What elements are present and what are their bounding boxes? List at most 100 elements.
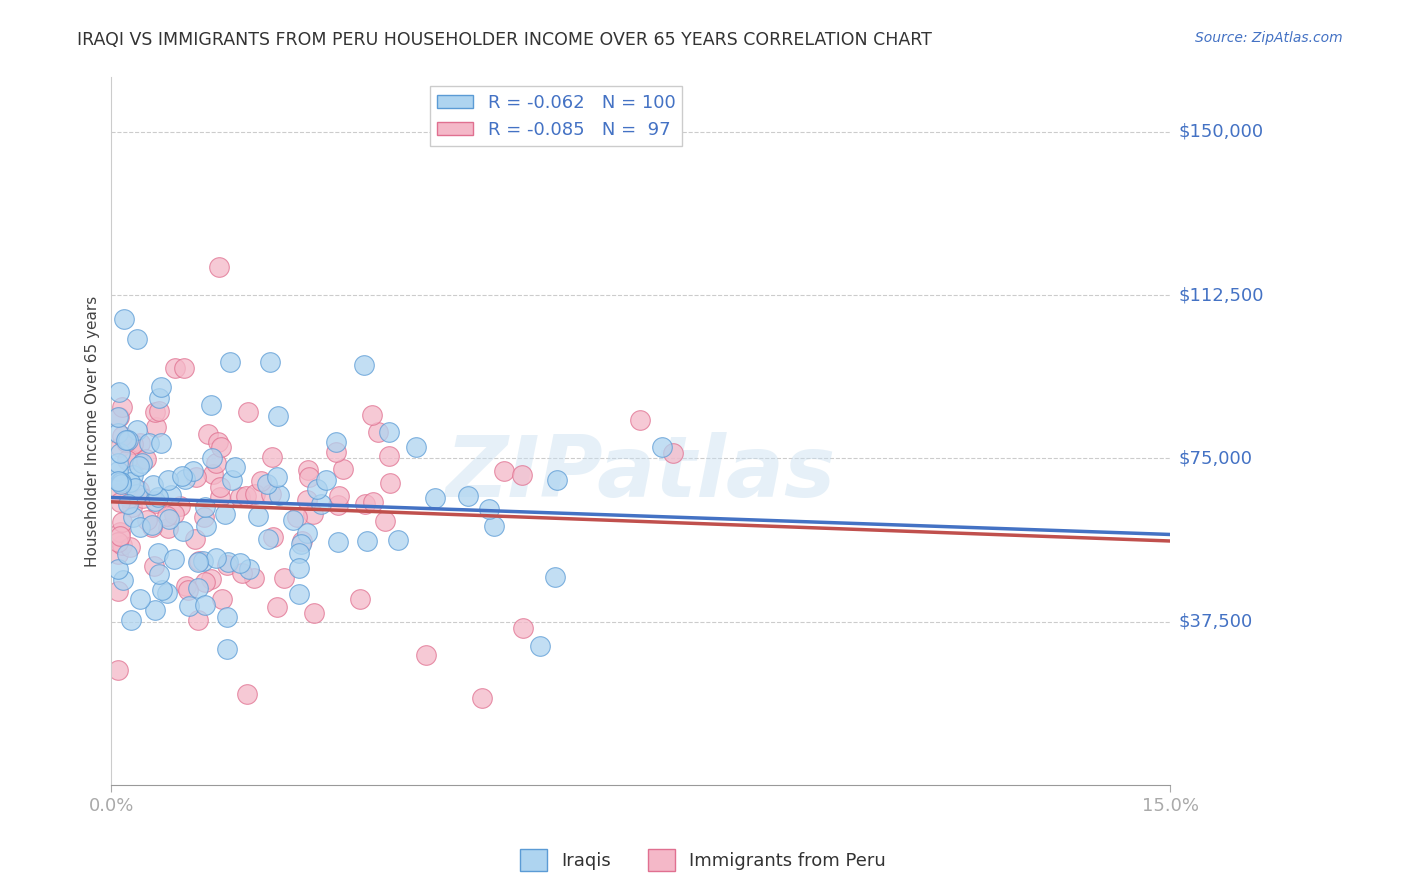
Point	[108, 475, 131, 489]
Point	[492, 464, 515, 478]
Point	[378, 475, 401, 490]
Point	[262, 450, 284, 464]
Point	[250, 474, 273, 488]
Point	[124, 481, 146, 495]
Point	[121, 500, 143, 515]
Point	[415, 648, 437, 663]
Point	[478, 502, 501, 516]
Point	[209, 490, 232, 504]
Point	[288, 587, 311, 601]
Point	[194, 519, 217, 533]
Point	[141, 520, 163, 534]
Point	[205, 550, 228, 565]
Point	[298, 469, 321, 483]
Point	[142, 559, 165, 574]
Point	[114, 312, 136, 326]
Point	[108, 529, 131, 543]
Point	[217, 641, 239, 656]
Point	[187, 555, 209, 569]
Point	[127, 453, 149, 467]
Point	[194, 500, 217, 515]
Point	[482, 518, 505, 533]
Point	[238, 562, 260, 576]
Point	[377, 425, 399, 439]
Point	[150, 380, 173, 394]
Point	[138, 435, 160, 450]
Point	[156, 521, 179, 535]
Point	[117, 452, 139, 467]
Point	[143, 494, 166, 508]
Point	[546, 473, 568, 487]
Text: ZIPatlas: ZIPatlas	[446, 432, 837, 515]
Point	[387, 533, 409, 548]
Point	[236, 687, 259, 701]
Point	[257, 532, 280, 546]
Point	[110, 440, 132, 454]
Point	[135, 452, 157, 467]
Point	[145, 495, 167, 509]
Point	[156, 473, 179, 487]
Point	[107, 409, 129, 424]
Point	[328, 489, 350, 503]
Point	[211, 591, 233, 606]
Point	[197, 426, 219, 441]
Point	[111, 537, 134, 551]
Point	[110, 524, 132, 539]
Point	[217, 609, 239, 624]
Point	[354, 497, 377, 511]
Point	[193, 510, 215, 524]
Point	[297, 463, 319, 477]
Point	[128, 592, 150, 607]
Point	[156, 585, 179, 599]
Point	[231, 566, 253, 581]
Point	[194, 599, 217, 613]
Point	[311, 497, 333, 511]
Point	[108, 445, 131, 459]
Point	[150, 436, 173, 450]
Text: $150,000: $150,000	[1178, 123, 1264, 141]
Point	[288, 545, 311, 559]
Point	[128, 519, 150, 533]
Point	[378, 449, 401, 463]
Point	[177, 599, 200, 614]
Point	[273, 571, 295, 585]
Point	[107, 534, 129, 549]
Point	[112, 573, 135, 587]
Point	[107, 456, 129, 470]
Point	[287, 561, 309, 575]
Point	[169, 499, 191, 513]
Point	[262, 530, 284, 544]
Point	[127, 423, 149, 437]
Point	[267, 488, 290, 502]
Point	[187, 613, 209, 627]
Point	[148, 391, 170, 405]
Point	[136, 513, 159, 527]
Point	[115, 433, 138, 447]
Point	[367, 425, 389, 439]
Point	[111, 400, 134, 414]
Point	[174, 472, 197, 486]
Point	[224, 459, 246, 474]
Point	[128, 459, 150, 474]
Text: $112,500: $112,500	[1178, 286, 1264, 304]
Point	[302, 606, 325, 620]
Point	[107, 663, 129, 677]
Point	[122, 510, 145, 524]
Point	[457, 489, 479, 503]
Point	[156, 508, 179, 523]
Point	[662, 445, 685, 459]
Point	[651, 440, 673, 454]
Point	[325, 435, 347, 450]
Point	[118, 491, 141, 506]
Point	[221, 473, 243, 487]
Point	[120, 475, 142, 489]
Point	[191, 554, 214, 568]
Text: Source: ZipAtlas.com: Source: ZipAtlas.com	[1195, 31, 1343, 45]
Y-axis label: Householder Income Over 65 years: Householder Income Over 65 years	[86, 295, 100, 566]
Point	[360, 408, 382, 422]
Point	[353, 358, 375, 372]
Point	[110, 475, 132, 489]
Point	[229, 490, 252, 504]
Point	[107, 547, 129, 561]
Point	[349, 592, 371, 607]
